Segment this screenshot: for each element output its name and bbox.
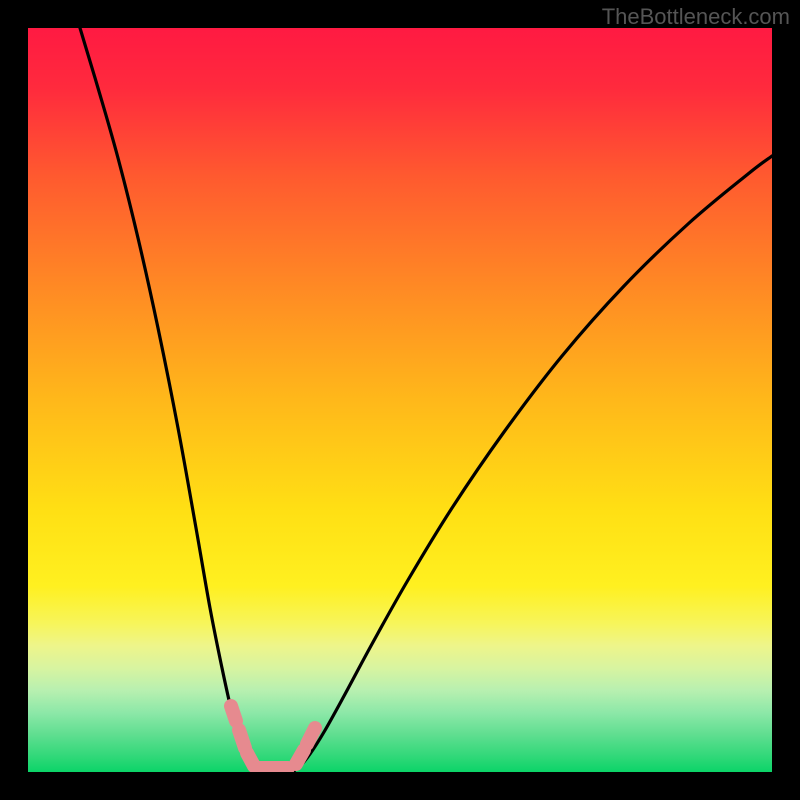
marker-group [231, 706, 315, 768]
curve-marker [307, 728, 315, 744]
curve-marker [239, 730, 245, 748]
curve-marker [231, 706, 236, 721]
curve-marker [296, 750, 304, 764]
watermark-text: TheBottleneck.com [602, 4, 790, 30]
bottleneck-plot [28, 28, 772, 772]
bottleneck-curve-path [80, 28, 772, 771]
curve-svg [28, 28, 772, 772]
